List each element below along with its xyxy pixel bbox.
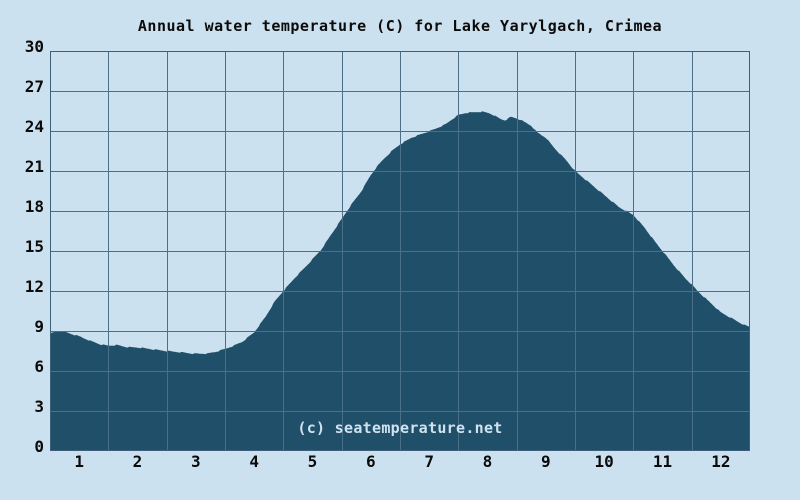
x-tick-label: 9: [541, 452, 551, 471]
x-tick-label: 8: [482, 452, 493, 471]
y-tick-label: 12: [24, 277, 44, 296]
y-tick-label: 15: [24, 237, 44, 256]
y-tick-label: 30: [24, 37, 44, 56]
x-tick-label: 11: [652, 452, 673, 471]
y-tick-label: 21: [24, 157, 44, 176]
y-tick-label: 18: [24, 197, 44, 216]
x-tick-label: 12: [711, 452, 731, 471]
gridlines: [50, 51, 750, 451]
x-tick-label: 4: [249, 452, 259, 471]
y-tick-label: 24: [24, 117, 44, 136]
x-tick-label: 3: [191, 452, 201, 471]
chart-title: Annual water temperature (C) for Lake Ya…: [137, 17, 663, 35]
x-tick-label: 7: [424, 452, 434, 471]
y-tick-label: 0: [34, 437, 44, 456]
x-tick-label: 6: [366, 452, 376, 471]
y-tick-label: 3: [34, 397, 44, 416]
x-tick-label: 5: [307, 452, 318, 471]
y-tick-label: 27: [24, 77, 44, 96]
x-tick-label: 2: [132, 452, 143, 471]
x-tick-label: 1: [74, 452, 84, 471]
y-tick-label: 9: [34, 317, 44, 336]
watermark: (c) seatemperature.net: [297, 419, 503, 437]
x-tick-label: 10: [594, 452, 614, 471]
y-tick-label: 6: [34, 357, 44, 376]
plot-border: [50, 51, 750, 451]
